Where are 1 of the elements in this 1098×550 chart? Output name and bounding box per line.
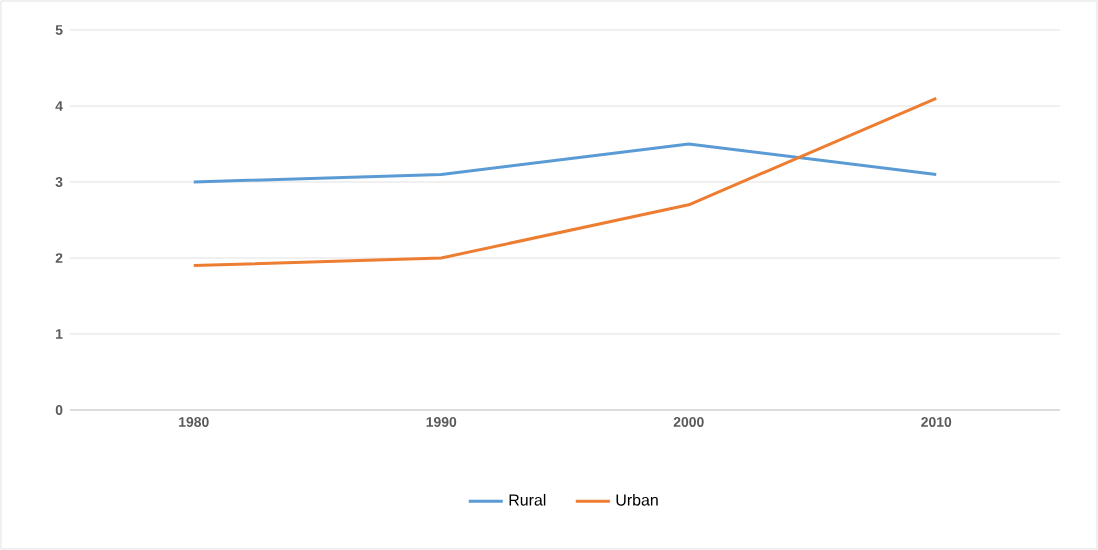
line-series xyxy=(192,96,938,268)
